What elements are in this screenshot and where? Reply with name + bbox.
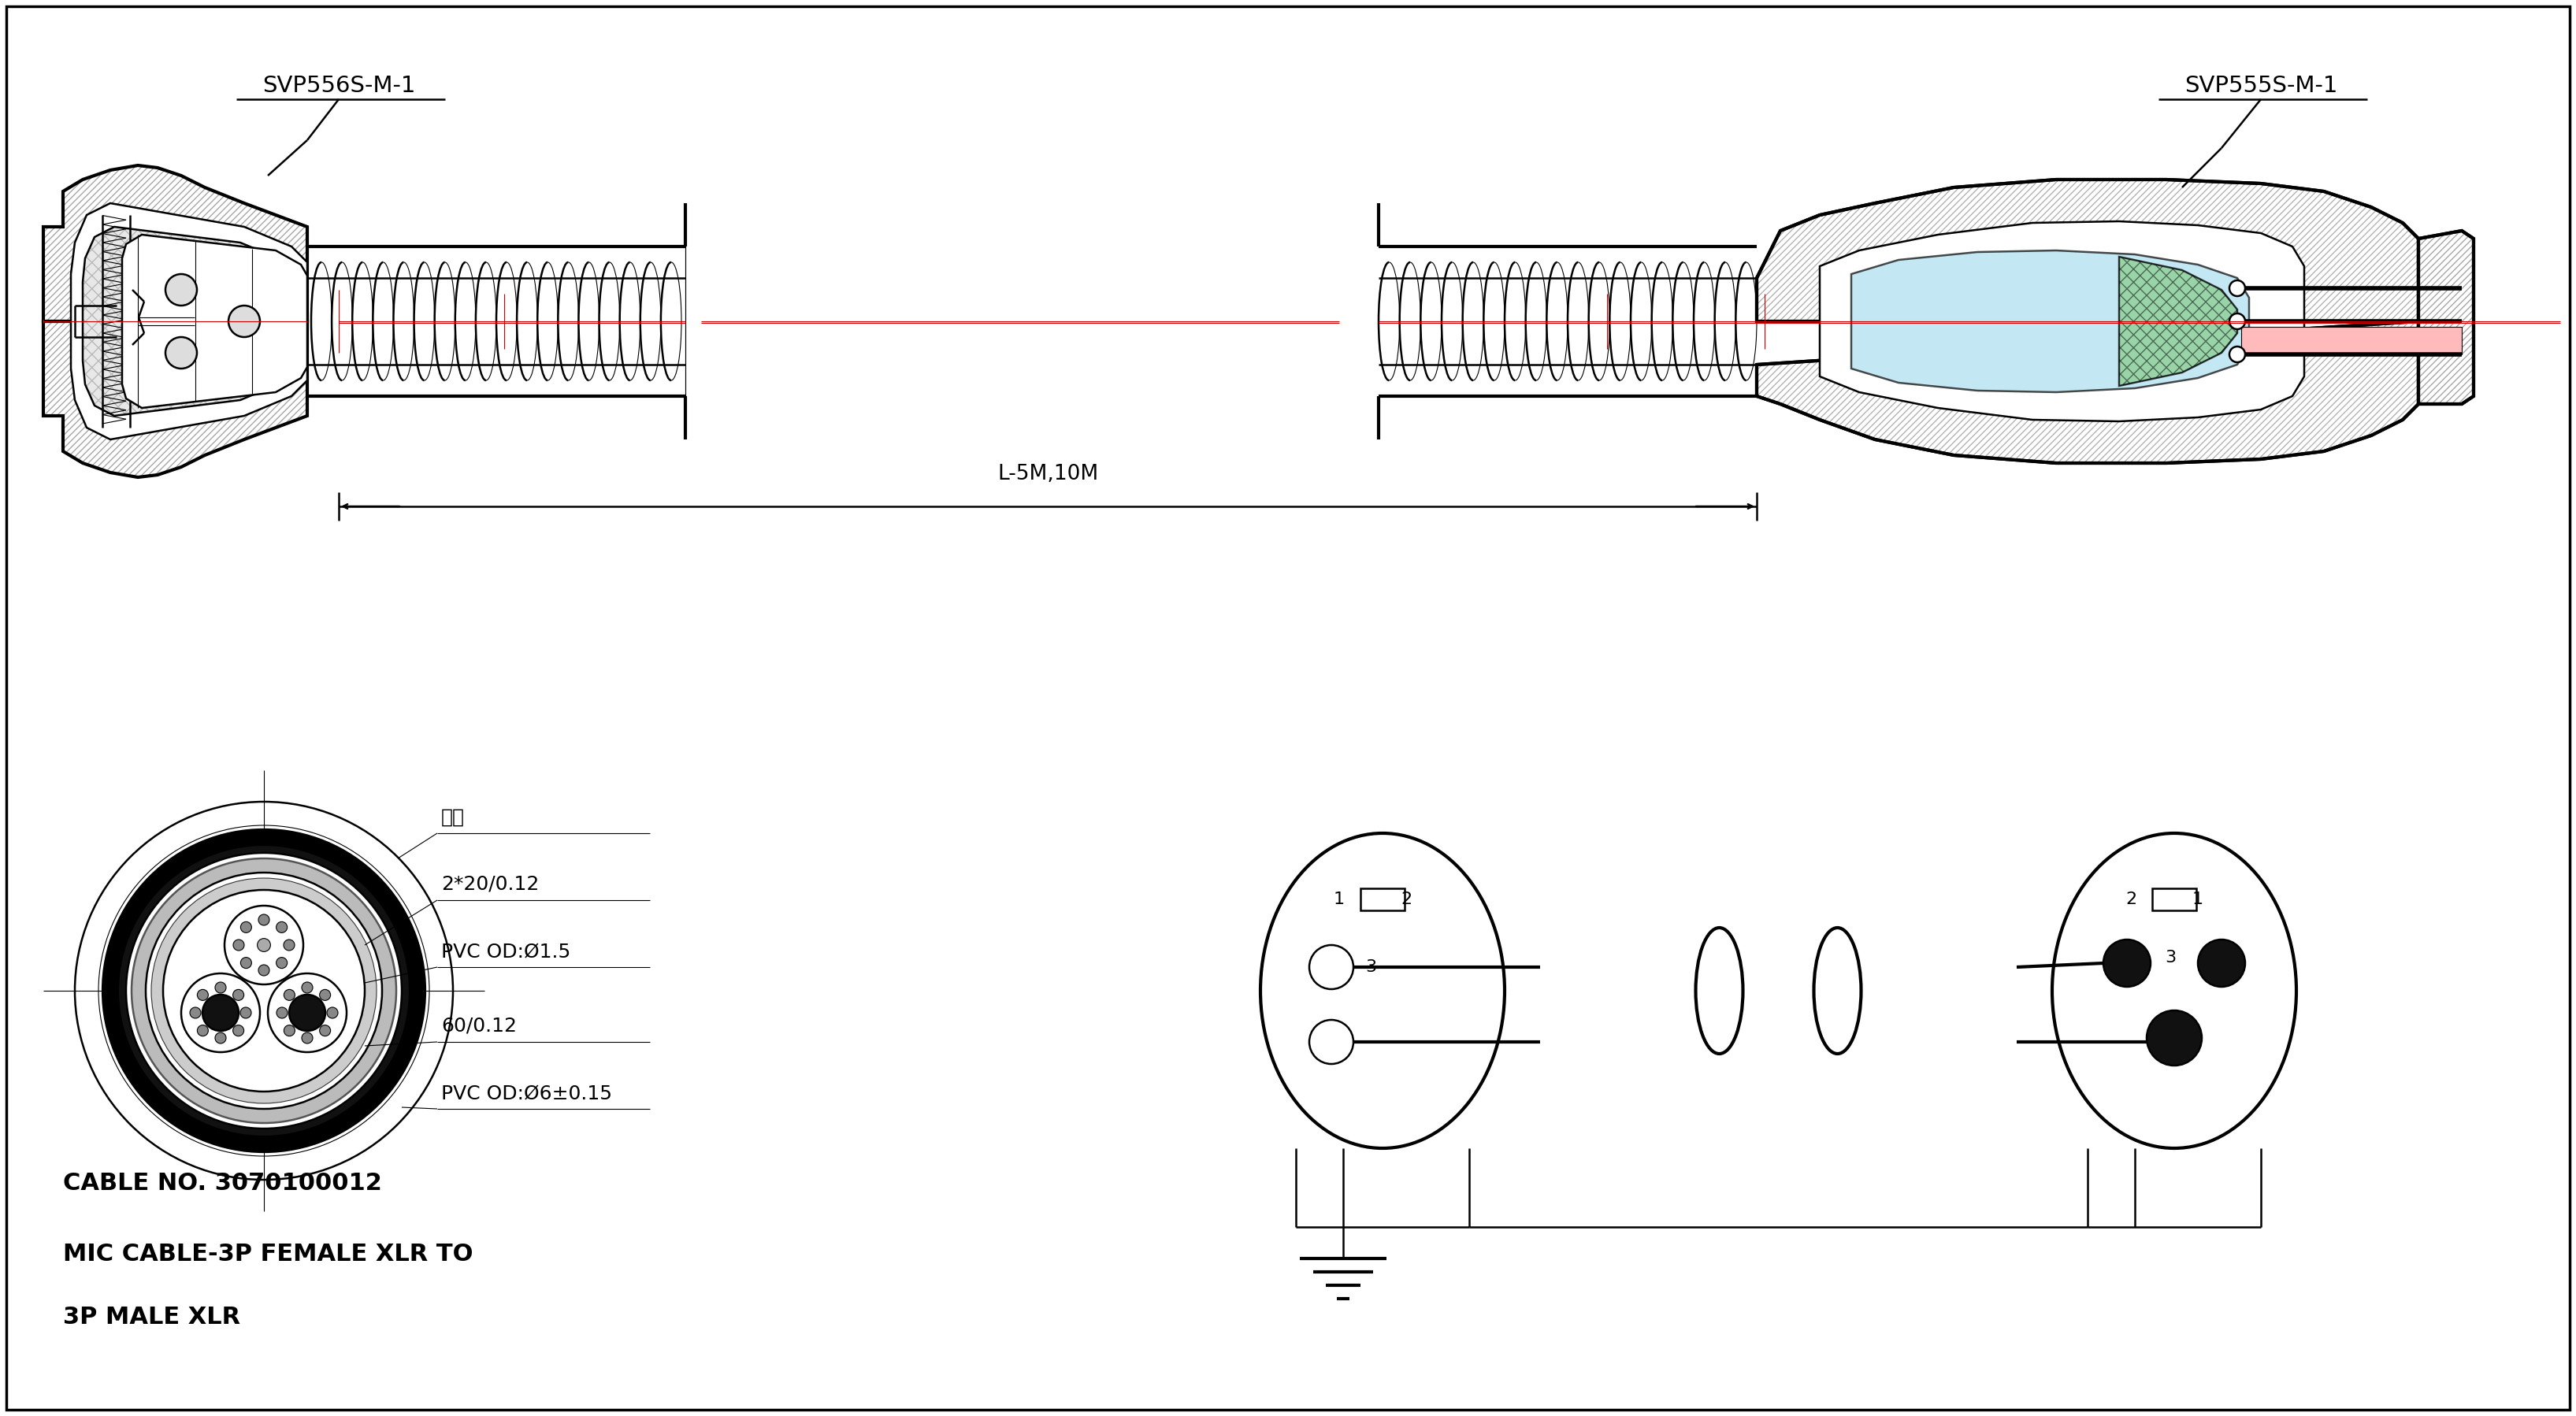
- Circle shape: [1309, 1020, 1352, 1063]
- Circle shape: [2228, 280, 2246, 296]
- Ellipse shape: [1695, 927, 1744, 1054]
- Bar: [307, 246, 685, 396]
- Text: 1: 1: [1334, 892, 1345, 908]
- Text: SVP555S-M-1: SVP555S-M-1: [2184, 75, 2336, 96]
- Polygon shape: [82, 227, 304, 416]
- Bar: [2241, 327, 2463, 354]
- Circle shape: [232, 990, 245, 1001]
- Text: 60/0.12: 60/0.12: [440, 1017, 518, 1035]
- Circle shape: [180, 973, 260, 1052]
- Circle shape: [2228, 313, 2246, 329]
- Circle shape: [131, 858, 397, 1123]
- Circle shape: [327, 1007, 337, 1018]
- Circle shape: [268, 973, 348, 1052]
- Circle shape: [240, 957, 252, 969]
- Text: 棉线: 棉线: [440, 809, 464, 827]
- Circle shape: [240, 922, 252, 933]
- Circle shape: [214, 1007, 227, 1020]
- Polygon shape: [2120, 256, 2239, 387]
- Circle shape: [204, 994, 240, 1031]
- Circle shape: [258, 915, 270, 926]
- Bar: [2151, 888, 2197, 910]
- Text: 3P MALE XLR: 3P MALE XLR: [62, 1306, 240, 1328]
- Circle shape: [147, 872, 381, 1109]
- Text: 3: 3: [1365, 959, 1376, 976]
- Polygon shape: [1819, 221, 2303, 422]
- Circle shape: [229, 306, 260, 337]
- Circle shape: [319, 990, 330, 1001]
- Circle shape: [152, 878, 376, 1103]
- Circle shape: [319, 1025, 330, 1037]
- Polygon shape: [121, 235, 307, 408]
- Bar: [1360, 888, 1404, 910]
- Polygon shape: [1757, 321, 2419, 463]
- Circle shape: [165, 337, 196, 368]
- Circle shape: [1309, 944, 1352, 990]
- Text: 3: 3: [2164, 950, 2177, 966]
- Text: 2: 2: [2125, 892, 2136, 908]
- Circle shape: [276, 922, 289, 933]
- Circle shape: [2105, 940, 2151, 987]
- Circle shape: [2228, 347, 2246, 362]
- Polygon shape: [2419, 231, 2473, 404]
- Circle shape: [240, 1007, 252, 1018]
- Circle shape: [301, 1007, 314, 1020]
- Circle shape: [258, 964, 270, 976]
- Text: MIC CABLE-3P FEMALE XLR TO: MIC CABLE-3P FEMALE XLR TO: [62, 1243, 474, 1266]
- Text: 1: 1: [2192, 892, 2202, 908]
- Circle shape: [191, 1007, 201, 1018]
- Polygon shape: [1852, 251, 2249, 392]
- Circle shape: [258, 939, 270, 952]
- Circle shape: [198, 1025, 209, 1037]
- Circle shape: [234, 940, 245, 950]
- Text: PVC OD:Ø6±0.15: PVC OD:Ø6±0.15: [440, 1083, 613, 1103]
- Circle shape: [162, 889, 366, 1092]
- Circle shape: [126, 852, 402, 1129]
- Polygon shape: [44, 321, 307, 477]
- Circle shape: [2146, 1011, 2202, 1066]
- Circle shape: [283, 990, 294, 1001]
- Text: 2: 2: [1401, 892, 1412, 908]
- Circle shape: [165, 275, 196, 306]
- Circle shape: [198, 990, 209, 1001]
- Text: CABLE NO. 3070100012: CABLE NO. 3070100012: [62, 1172, 381, 1195]
- Circle shape: [283, 940, 294, 950]
- Circle shape: [232, 1025, 245, 1037]
- Circle shape: [214, 1032, 227, 1044]
- Polygon shape: [72, 202, 307, 439]
- Text: 2*20/0.12: 2*20/0.12: [440, 875, 538, 893]
- Circle shape: [289, 994, 325, 1031]
- Circle shape: [214, 983, 227, 993]
- Circle shape: [301, 1032, 312, 1044]
- Circle shape: [276, 1007, 289, 1018]
- Polygon shape: [44, 166, 307, 321]
- Circle shape: [283, 1025, 294, 1037]
- Circle shape: [276, 957, 289, 969]
- Circle shape: [111, 837, 417, 1144]
- Ellipse shape: [1814, 927, 1860, 1054]
- Circle shape: [224, 906, 304, 984]
- Polygon shape: [1757, 180, 2419, 321]
- Circle shape: [2197, 940, 2246, 987]
- Bar: [307, 246, 685, 396]
- Text: PVC OD:Ø1.5: PVC OD:Ø1.5: [440, 942, 569, 961]
- Circle shape: [301, 983, 312, 993]
- Text: SVP556S-M-1: SVP556S-M-1: [263, 75, 415, 96]
- Text: L-5M,10M: L-5M,10M: [997, 464, 1097, 484]
